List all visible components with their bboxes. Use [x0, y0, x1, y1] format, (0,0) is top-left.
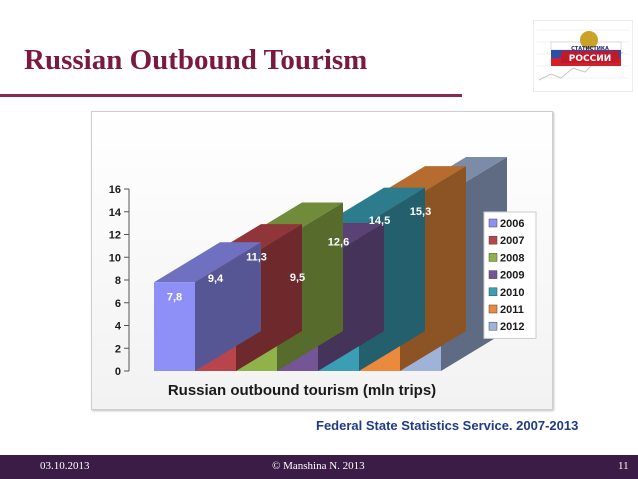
bar-value-label: 9,4 [208, 273, 224, 285]
bar-side [195, 242, 261, 371]
legend-label: 2010 [500, 287, 524, 299]
legend-label: 2008 [500, 252, 524, 264]
legend-swatch [488, 304, 498, 314]
x-axis-title: Russian outbound tourism (mln trips) [168, 382, 436, 399]
y-tick-label: 10 [109, 252, 121, 264]
legend-label: 2009 [500, 270, 524, 282]
legend-label: 2006 [500, 218, 524, 230]
title-divider [0, 94, 462, 97]
bar-value-label: 15,3 [410, 206, 431, 218]
page-number: 11 [618, 460, 629, 472]
legend-swatch [488, 321, 498, 331]
rosstat-logo-icon: РОССИИ СТАТИСТИКА [533, 20, 633, 92]
bar-value-label: 14,5 [369, 215, 390, 227]
bar-value-label: 7,8 [167, 291, 182, 303]
chart-panel: 0 2 4 6 8 10 12 14 16 7,8 9,4 11,3 9,5 12,6 14,5 15,3 Ru… [91, 111, 553, 410]
footer-bar: 03.10.2013 © Manshina N. 2013 11 [0, 455, 638, 479]
source-note: Federal State Statistics Service. 2007-2… [316, 418, 579, 433]
bar-top [318, 187, 425, 228]
bar-value-label: 11,3 [246, 251, 267, 263]
legend-label: 2012 [500, 321, 524, 333]
legend-swatch [488, 253, 498, 262]
y-tick-label: 6 [115, 298, 121, 310]
y-tick-label: 4 [115, 321, 122, 333]
legend-swatch [488, 287, 498, 297]
svg-text:СТАТИСТИКА: СТАТИСТИКА [571, 46, 609, 52]
legend-swatch [488, 218, 498, 228]
y-tick-label: 16 [109, 184, 121, 196]
legend-label: 2011 [500, 304, 524, 316]
y-tick-label: 14 [109, 207, 122, 219]
bar-value-label: 12,6 [328, 237, 349, 249]
y-tick-label: 8 [115, 275, 121, 287]
slide-title: Russian Outbound Tourism [24, 44, 368, 76]
footer-copyright: © Manshina N. 2013 [272, 460, 365, 472]
legend-label: 2007 [500, 235, 524, 247]
bar [154, 282, 195, 371]
bar-top [154, 242, 261, 283]
svg-text:РОССИИ: РОССИИ [569, 54, 612, 64]
legend-swatch [488, 235, 498, 245]
footer-date: 03.10.2013 [40, 460, 90, 472]
bar-value-label: 9,5 [290, 272, 305, 284]
y-tick-label: 0 [115, 366, 121, 378]
legend-swatch [488, 270, 498, 279]
bar-chart: 0 2 4 6 8 10 12 14 16 7,8 9,4 11,3 9,5 12,6 14,5 15,3 Ru… [109, 156, 537, 399]
y-tick-label: 2 [115, 343, 121, 355]
y-tick-label: 12 [109, 230, 121, 242]
